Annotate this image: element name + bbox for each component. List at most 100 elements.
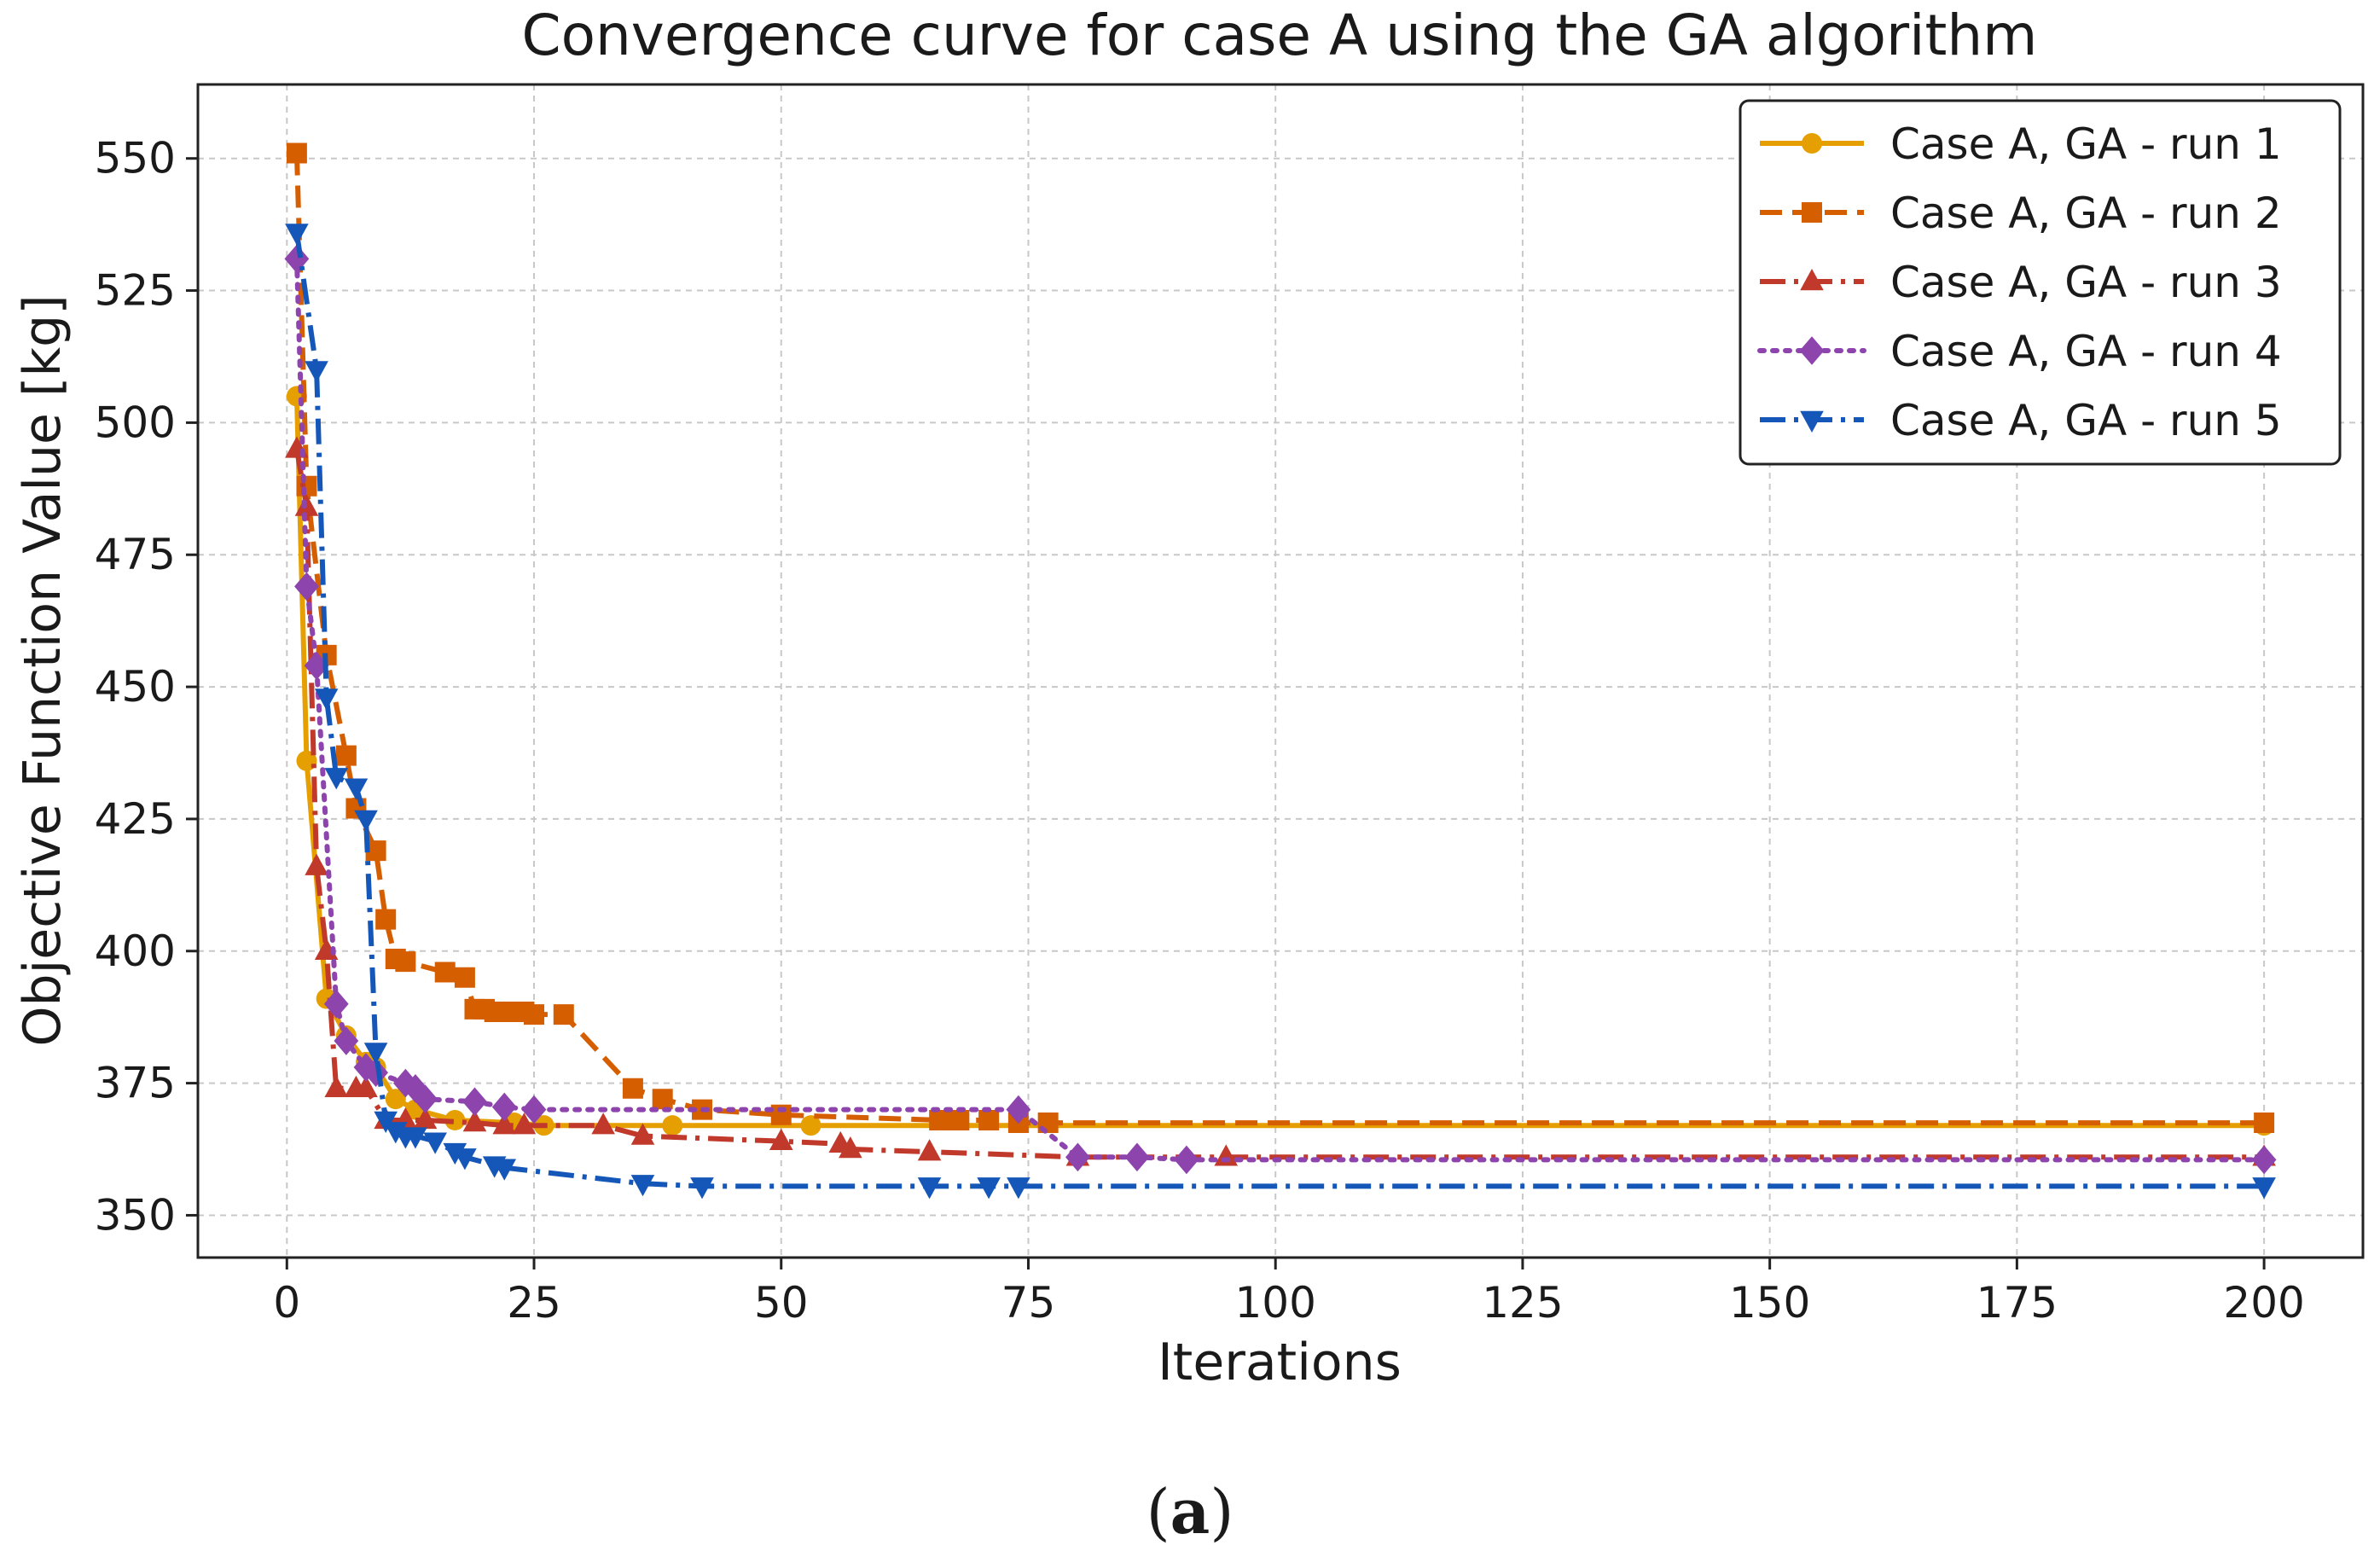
y-tick-label: 450: [95, 662, 176, 712]
x-tick-label: 25: [507, 1278, 561, 1328]
y-tick-label: 375: [95, 1059, 176, 1108]
series-4-point: [1006, 1095, 1031, 1124]
series-3-point: [413, 1107, 438, 1130]
y-tick-label: 400: [95, 927, 176, 976]
series-4-point: [294, 572, 319, 601]
series-5-point: [423, 1132, 447, 1154]
series-3-point: [1214, 1144, 1239, 1166]
legend-label-5: Case A, GA - run 5: [1890, 396, 2282, 445]
series-2-point: [286, 142, 307, 164]
legend-marker-4: [1799, 336, 1825, 365]
y-tick-label: 425: [95, 794, 176, 844]
series-2-point: [622, 1078, 643, 1099]
series-3-point: [839, 1136, 862, 1159]
series-3-point: [324, 1075, 349, 1098]
legend-marker-3: [1800, 269, 1824, 291]
series-2-point: [978, 1109, 1000, 1130]
series-5-point: [690, 1177, 714, 1200]
series-5-point: [1007, 1177, 1030, 1200]
plot-frame: [196, 83, 2365, 1259]
series-5-point: [314, 688, 339, 711]
series-2-point: [434, 962, 456, 983]
series-4: [284, 244, 2277, 1175]
y-tick-label: 500: [95, 398, 176, 447]
series-2-point: [335, 745, 357, 766]
legend-entries: Case A, GA - run 1 Case A, GA - run 2 Case…: [1757, 119, 2282, 445]
y-tick-label: 550: [95, 134, 176, 183]
series-3-point: [917, 1139, 942, 1161]
series-4-point: [1065, 1142, 1090, 1172]
legend-marker-2: [1802, 202, 1822, 223]
x-axis-label: Iterations: [1158, 1333, 1402, 1392]
legend-marker-5: [1800, 410, 1824, 433]
series-3-point: [591, 1113, 615, 1135]
series-5-point: [305, 361, 328, 383]
x-tick-label: 125: [1482, 1278, 1563, 1328]
series-4-point: [413, 1084, 438, 1113]
series-2-point: [553, 1004, 574, 1025]
series-4-point: [521, 1095, 547, 1124]
x-tick-label: 175: [1977, 1278, 2058, 1328]
legend: Case A, GA - run 1 Case A, GA - run 2 Case…: [1739, 99, 2342, 466]
series-4-point: [323, 989, 349, 1019]
series-5-point: [977, 1177, 1001, 1200]
series-3-point: [305, 853, 328, 875]
caption-letter: a: [1170, 1475, 1210, 1548]
series-2-point: [454, 967, 475, 988]
y-axis-ticks: 350 375 400 425 450 475 500 525 550: [95, 134, 198, 1240]
series-2-point: [2254, 1113, 2275, 1134]
series-4-point: [1174, 1145, 1199, 1175]
y-axis-label: Objective Function Value [kg]: [13, 294, 73, 1046]
x-tick-label: 75: [1001, 1278, 1056, 1328]
figure-caption: (a): [1146, 1475, 1234, 1548]
series-5-point: [354, 810, 378, 832]
series-5-point: [363, 1043, 388, 1065]
series-3-point: [512, 1113, 537, 1135]
series-5-point: [492, 1159, 517, 1181]
series-4-point: [1124, 1142, 1150, 1172]
series-3-point: [630, 1123, 655, 1145]
chart-title: Convergence curve for case A using the G…: [522, 3, 2038, 68]
series-2-point: [652, 1089, 673, 1110]
series-5-point: [324, 768, 349, 790]
series-3-line: [293, 448, 2265, 1160]
x-tick-label: 50: [754, 1278, 809, 1328]
series-3-point: [462, 1110, 487, 1132]
legend-label-3: Case A, GA - run 3: [1890, 258, 2282, 307]
x-axis-ticks: 0 25 50 75 100 125 150 175 200: [273, 1258, 2305, 1328]
series-5-point: [2252, 1177, 2276, 1200]
series-4-point: [334, 1026, 359, 1055]
series-5-point: [630, 1175, 655, 1197]
series-5-point: [917, 1177, 942, 1200]
legend-label-1: Case A, GA - run 1: [1890, 119, 2282, 169]
caption-open-paren: (: [1146, 1476, 1170, 1548]
grid: [198, 84, 2363, 1258]
series-4-point: [2251, 1145, 2277, 1175]
caption-close-paren: ): [1210, 1476, 1234, 1548]
series-area: [284, 142, 2277, 1200]
series-1-point: [444, 1109, 466, 1130]
x-tick-label: 100: [1234, 1278, 1315, 1328]
legend-box: [1739, 99, 2342, 466]
series-2-point: [375, 909, 397, 930]
y-tick-label: 475: [95, 530, 176, 579]
series-2-point: [494, 1001, 515, 1022]
series-5-point: [453, 1148, 477, 1171]
x-tick-label: 200: [2223, 1278, 2304, 1328]
series-4-point: [304, 651, 329, 681]
x-tick-label: 150: [1729, 1278, 1810, 1328]
y-tick-label: 525: [95, 266, 176, 316]
legend-label-2: Case A, GA - run 2: [1890, 189, 2282, 238]
series-3-point: [354, 1075, 378, 1098]
y-tick-label: 350: [95, 1190, 176, 1240]
series-5-point: [344, 778, 369, 800]
series-3-point: [769, 1128, 793, 1150]
legend-marker-1: [1802, 133, 1822, 154]
series-5-point: [285, 224, 309, 246]
series-4-point: [491, 1092, 517, 1122]
series-4-point: [462, 1087, 487, 1117]
series-5: [285, 224, 2276, 1200]
series-2-point: [524, 1004, 545, 1025]
series-3-point: [492, 1113, 517, 1135]
